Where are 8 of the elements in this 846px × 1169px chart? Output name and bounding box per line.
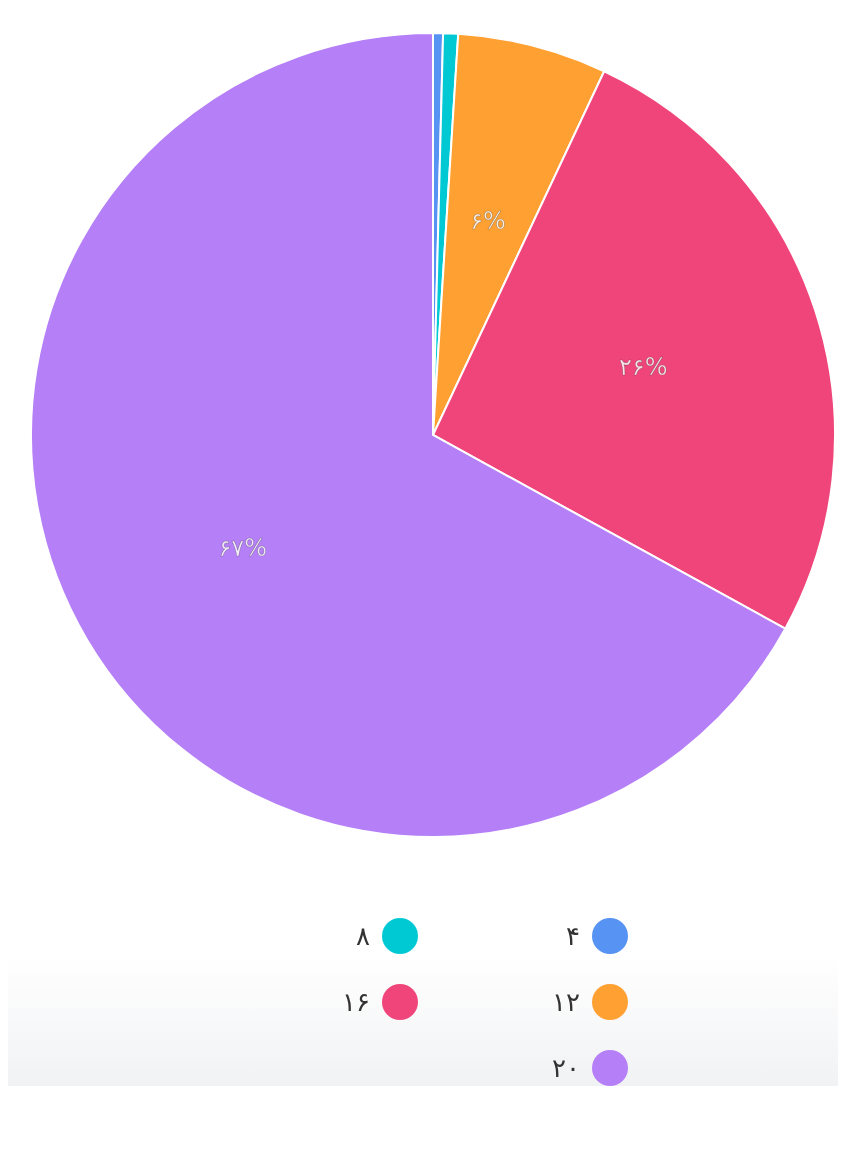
data-label: ۲۶%	[618, 352, 668, 381]
legend-label: ۱۶	[342, 987, 370, 1017]
data-label: ۶%	[470, 206, 506, 235]
legend-label: ۱۲	[552, 987, 580, 1017]
legend-label: ۲۰	[552, 1053, 580, 1083]
legend-label: ۸	[356, 921, 370, 951]
data-label: ۶۷%	[218, 533, 267, 562]
legend-label: ۴	[566, 921, 580, 951]
